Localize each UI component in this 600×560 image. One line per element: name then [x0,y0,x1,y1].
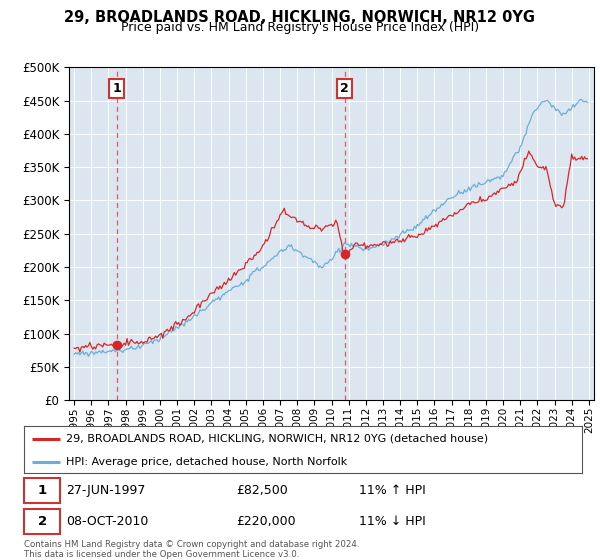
FancyBboxPatch shape [24,510,60,534]
Text: 29, BROADLANDS ROAD, HICKLING, NORWICH, NR12 0YG: 29, BROADLANDS ROAD, HICKLING, NORWICH, … [65,10,536,25]
Text: 29, BROADLANDS ROAD, HICKLING, NORWICH, NR12 0YG (detached house): 29, BROADLANDS ROAD, HICKLING, NORWICH, … [66,434,488,444]
Text: £220,000: £220,000 [236,515,296,529]
Text: 11% ↓ HPI: 11% ↓ HPI [359,515,425,529]
Text: 1: 1 [112,82,121,95]
Text: 2: 2 [38,515,47,529]
Text: £82,500: £82,500 [236,484,288,497]
Text: Contains HM Land Registry data © Crown copyright and database right 2024.
This d: Contains HM Land Registry data © Crown c… [24,540,359,559]
FancyBboxPatch shape [24,478,60,503]
Text: 27-JUN-1997: 27-JUN-1997 [66,484,145,497]
Text: 11% ↑ HPI: 11% ↑ HPI [359,484,425,497]
Text: 08-OCT-2010: 08-OCT-2010 [66,515,148,529]
Text: 2: 2 [340,82,349,95]
Text: HPI: Average price, detached house, North Norfolk: HPI: Average price, detached house, Nort… [66,457,347,467]
Text: Price paid vs. HM Land Registry's House Price Index (HPI): Price paid vs. HM Land Registry's House … [121,21,479,34]
Text: 1: 1 [38,484,47,497]
